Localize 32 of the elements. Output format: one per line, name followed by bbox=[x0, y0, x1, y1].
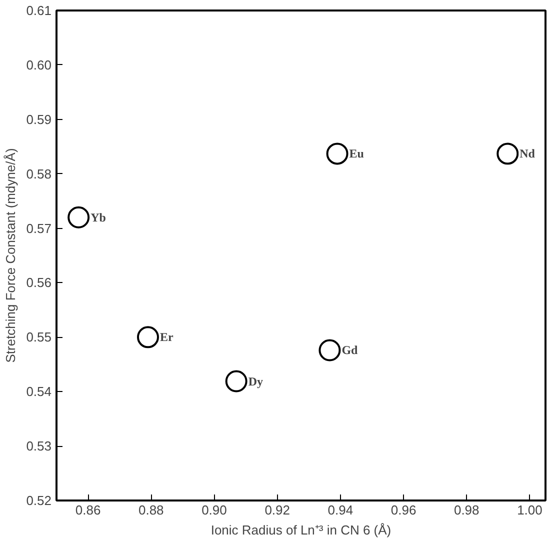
annotation: Dy bbox=[248, 374, 263, 388]
y-tick-label: 0.56 bbox=[26, 275, 52, 290]
x-axis-title: Ionic Radius of Ln⁺³ in CN 6 (Å) bbox=[210, 522, 392, 538]
y-tick-label: 0.53 bbox=[26, 438, 52, 454]
annotation: Yb bbox=[90, 210, 106, 224]
point bbox=[225, 370, 248, 392]
x-tick-label: 0.98 bbox=[454, 502, 480, 518]
annotation: Er bbox=[160, 330, 174, 344]
y-tick-label: 0.60 bbox=[26, 57, 52, 72]
x-tick-label: 0.96 bbox=[390, 502, 416, 518]
point bbox=[68, 206, 90, 228]
x-tick-label: 0.94 bbox=[328, 502, 354, 518]
x-tick-label: 0.92 bbox=[264, 502, 290, 518]
y-tick-label: 0.58 bbox=[26, 166, 52, 182]
annotation: Eu bbox=[349, 146, 364, 161]
x-tick-label: 0.90 bbox=[202, 502, 227, 518]
point bbox=[136, 326, 159, 348]
y-tick-label: 0.61 bbox=[26, 3, 52, 18]
y-tick-label: 0.52 bbox=[26, 493, 52, 508]
x-tick-label: 0.86 bbox=[75, 502, 101, 518]
y-axis-title: Stretching Force Constant (mdyne/Å) bbox=[3, 148, 18, 363]
annotation: Gd bbox=[342, 343, 358, 358]
y-tick-label: 0.59 bbox=[26, 112, 52, 127]
point bbox=[326, 142, 348, 165]
point bbox=[318, 339, 341, 362]
point bbox=[496, 142, 519, 165]
y-tick-label: 0.54 bbox=[26, 384, 52, 400]
annotation: Nd bbox=[520, 146, 536, 161]
x-tick-label: 1.00 bbox=[517, 502, 542, 518]
x-tick-label: 0.88 bbox=[138, 502, 164, 518]
y-tick-label: 0.57 bbox=[26, 220, 52, 236]
y-tick-label: 0.55 bbox=[26, 330, 52, 345]
